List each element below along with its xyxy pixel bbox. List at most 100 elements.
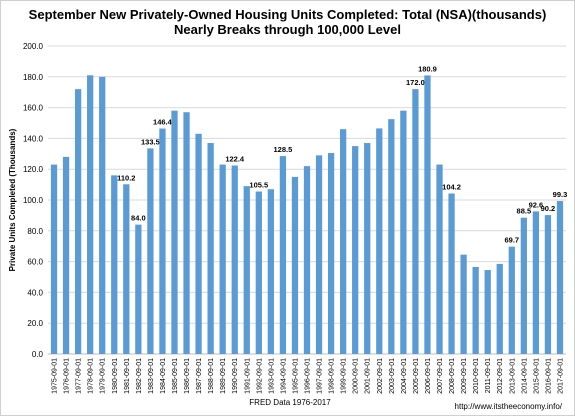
data-label: 88.5 <box>517 207 532 216</box>
bar <box>99 76 106 355</box>
bar <box>50 164 58 354</box>
x-tick-label: 1996-09-01 <box>305 358 312 394</box>
x-tick-label: 1985-09-01 <box>172 358 179 394</box>
bar <box>460 254 467 354</box>
x-tick-label: 1990-09-01 <box>232 358 239 394</box>
bar <box>376 128 383 354</box>
x-tick-label: 2014-09-01 <box>521 358 528 394</box>
x-tick-label: 1999-09-01 <box>341 358 348 394</box>
y-tick-label: 160.0 <box>23 104 44 113</box>
x-tick-label: 2005-09-01 <box>413 358 420 394</box>
bar <box>135 224 142 354</box>
bar <box>400 110 407 355</box>
y-tick-label: 200.0 <box>23 42 44 51</box>
x-tick-label: 2008-09-01 <box>449 358 456 394</box>
x-tick-label: 1987-09-01 <box>196 358 203 394</box>
y-tick-label: 60.0 <box>27 258 43 267</box>
x-tick-label: 1986-09-01 <box>184 358 191 394</box>
x-tick-label: 2007-09-01 <box>437 358 444 394</box>
x-tick-label: 1981-09-01 <box>124 358 131 394</box>
x-tick-label: 2011-09-01 <box>485 358 492 393</box>
x-tick-label: 1983-09-01 <box>148 358 155 394</box>
bar <box>315 155 323 354</box>
data-label: 122.4 <box>225 155 245 164</box>
y-tick-label: 80.0 <box>27 227 43 236</box>
data-label: 104.2 <box>442 183 461 192</box>
x-tick-label: 1989-09-01 <box>220 358 227 394</box>
y-tick-label: 0.0 <box>32 350 44 359</box>
source-url: http://www.itstheeconomy.info/ <box>454 402 562 411</box>
bar <box>544 215 552 354</box>
bar <box>436 164 443 354</box>
y-tick-label: 140.0 <box>23 134 44 143</box>
y-axis-title: Private Units Completed (Thousands) <box>8 128 17 271</box>
bar <box>207 143 214 354</box>
x-tick-label: 1997-09-01 <box>317 358 324 394</box>
bar <box>340 129 347 354</box>
bar <box>364 143 371 354</box>
bar <box>195 133 202 354</box>
x-tick-label: 2000-09-01 <box>353 358 360 394</box>
x-tick-label: 1992-09-01 <box>256 358 263 394</box>
data-label: 133.5 <box>141 137 160 146</box>
bar <box>171 110 178 355</box>
chart-subtitle: Nearly Breaks through 100,000 Level <box>174 22 401 37</box>
bar <box>508 246 515 354</box>
bar <box>520 217 527 354</box>
data-label: 90.2 <box>541 204 556 213</box>
data-label: 105.5 <box>249 181 268 190</box>
data-label: 146.4 <box>153 118 173 127</box>
x-tick-label: 2002-09-01 <box>377 358 384 394</box>
bar <box>291 176 299 354</box>
x-tick-label: 2006-09-01 <box>425 358 432 394</box>
x-tick-label: 2013-09-01 <box>509 358 516 394</box>
bar <box>111 175 118 354</box>
x-tick-label: 1979-09-01 <box>100 358 107 394</box>
bar <box>472 266 479 354</box>
bar <box>448 193 455 354</box>
bar <box>388 119 395 355</box>
x-tick-label: 1975-09-01 <box>52 358 59 394</box>
y-tick-label: 20.0 <box>27 319 43 328</box>
y-tick-label: 120.0 <box>23 165 44 174</box>
bar <box>74 89 82 355</box>
x-tick-label: 1991-09-01 <box>244 358 251 394</box>
data-label: 69.7 <box>504 236 519 245</box>
data-label: 128.5 <box>274 145 293 154</box>
bar <box>159 128 166 354</box>
bar <box>279 156 287 354</box>
x-tick-label: 1988-09-01 <box>208 358 215 394</box>
bar <box>183 112 190 354</box>
x-tick-label: 1984-09-01 <box>160 358 167 394</box>
bar <box>147 148 154 354</box>
bar <box>424 75 431 354</box>
x-tick-label: 1993-09-01 <box>268 358 275 394</box>
bar <box>556 201 564 354</box>
x-tick-label: 2003-09-01 <box>389 358 396 394</box>
y-tick-label: 180.0 <box>23 73 44 82</box>
x-tick-label: 2001-09-01 <box>365 358 372 394</box>
bar <box>303 166 311 354</box>
x-tick-label: 1994-09-01 <box>280 358 287 394</box>
x-tick-label: 2017-09-01 <box>557 358 564 394</box>
bar <box>496 263 503 354</box>
x-tick-label: 2004-09-01 <box>401 358 408 394</box>
x-tick-label: 2010-09-01 <box>473 358 480 394</box>
x-tick-label: 2009-09-01 <box>461 358 468 394</box>
x-tick-label: 2016-09-01 <box>545 358 552 394</box>
bar <box>243 186 250 354</box>
data-label: 92.6 <box>529 200 544 209</box>
bar <box>219 164 226 354</box>
x-axis-caption: FRED Data 1976-2017 <box>249 398 331 407</box>
bar <box>62 156 70 354</box>
bar <box>352 146 359 354</box>
x-tick-label: 1995-09-01 <box>292 358 299 394</box>
x-tick-label: 1998-09-01 <box>329 358 336 394</box>
data-label: 172.0 <box>406 78 425 87</box>
y-tick-label: 100.0 <box>23 196 44 205</box>
x-tick-label: 1982-09-01 <box>136 358 143 394</box>
data-label: 180.9 <box>418 64 437 73</box>
bar <box>231 165 238 354</box>
bar <box>484 270 491 354</box>
bar <box>532 211 540 354</box>
